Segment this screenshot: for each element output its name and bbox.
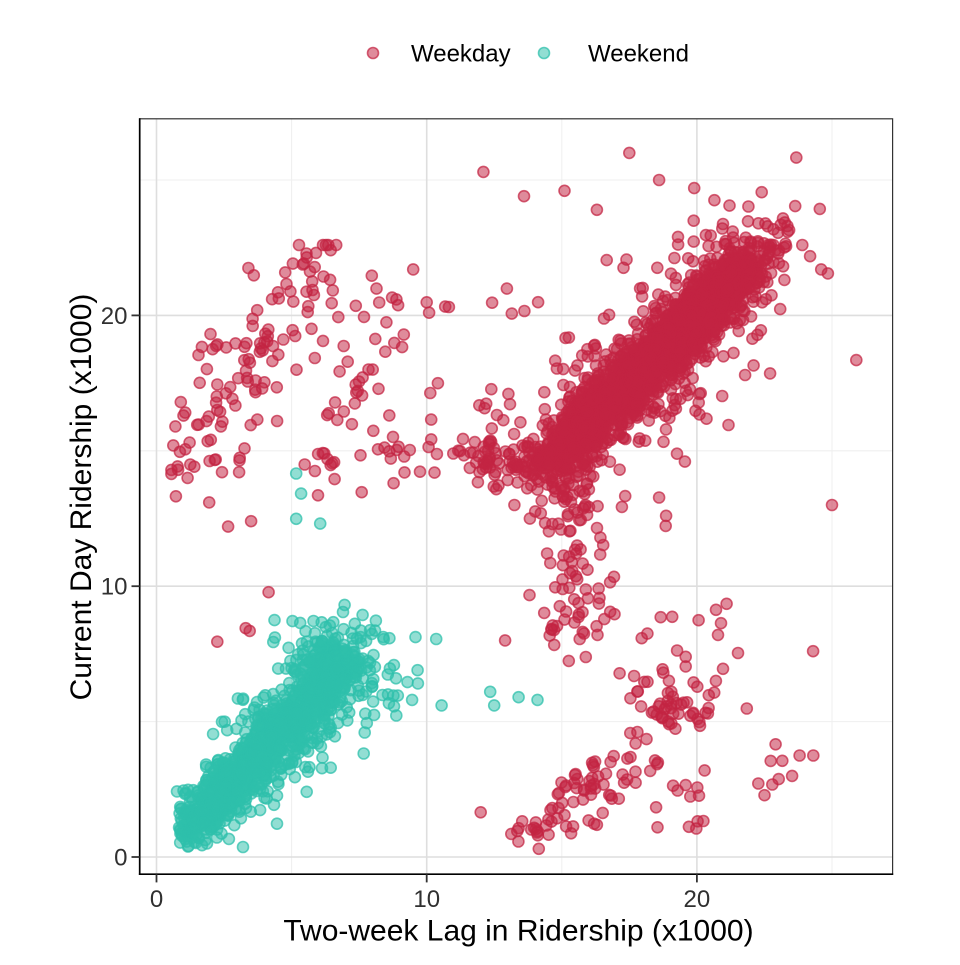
- svg-text:10: 10: [101, 574, 128, 601]
- svg-text:Weekend: Weekend: [588, 41, 689, 68]
- svg-text:10: 10: [413, 886, 440, 913]
- svg-text:Current Day Ridership (x1000): Current Day Ridership (x1000): [65, 294, 98, 701]
- svg-text:20: 20: [684, 886, 711, 913]
- svg-text:20: 20: [101, 303, 128, 330]
- svg-text:Weekday: Weekday: [411, 41, 511, 68]
- svg-text:0: 0: [150, 886, 163, 913]
- svg-text:0: 0: [114, 845, 127, 872]
- svg-text:Two-week Lag in Ridership (x10: Two-week Lag in Ridership (x1000): [283, 915, 753, 948]
